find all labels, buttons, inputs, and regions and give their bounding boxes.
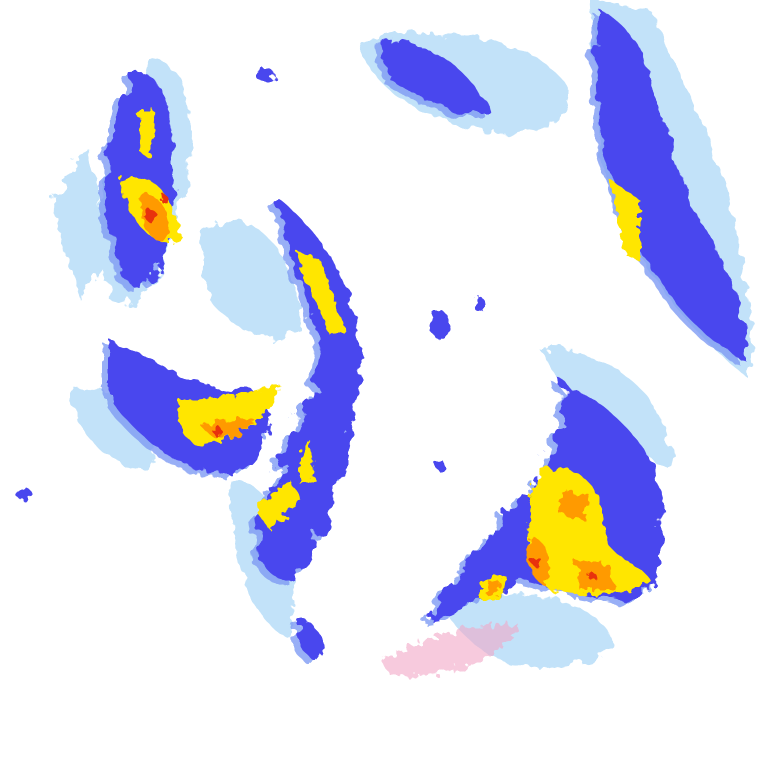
isolated-cells — [17, 69, 485, 501]
echo-clutter — [380, 624, 520, 676]
echo-extreme — [144, 196, 596, 580]
